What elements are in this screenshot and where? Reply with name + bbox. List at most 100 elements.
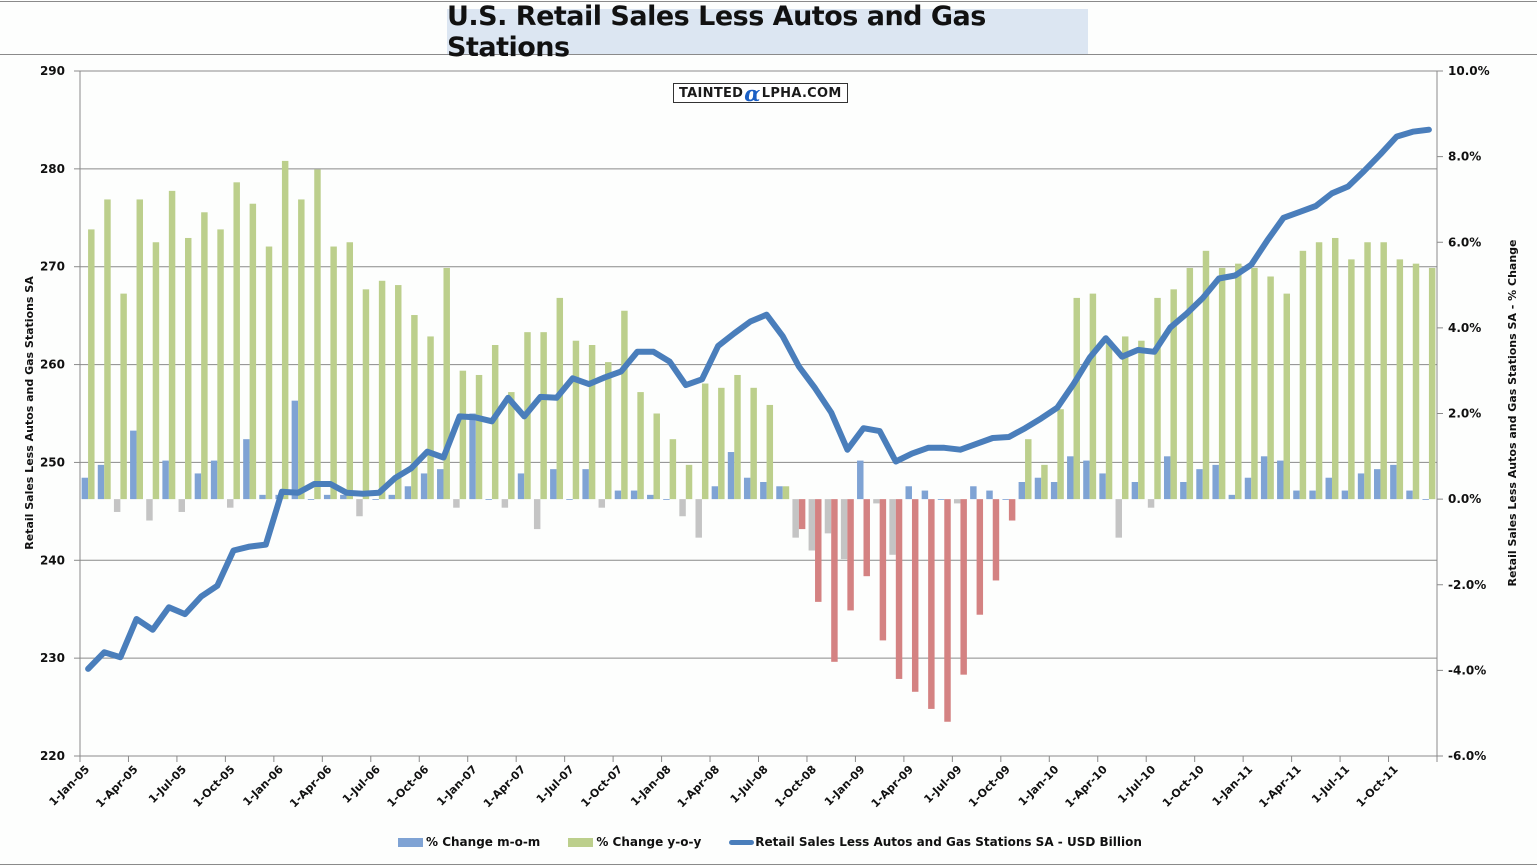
bar-mom xyxy=(743,477,751,500)
bar-mom xyxy=(243,439,250,500)
bar-yoy xyxy=(1025,439,1032,500)
bar-mom xyxy=(582,469,589,500)
x-tick-label: 1-Apr-09 xyxy=(869,763,916,810)
bar-mom xyxy=(130,430,137,500)
bar-yoy xyxy=(540,332,547,500)
bar-mom xyxy=(1180,482,1187,500)
bar-mom xyxy=(323,494,331,500)
legend-swatch-yoy xyxy=(568,837,594,847)
bar-yoy xyxy=(1428,267,1436,500)
y-left-tick-label: 290 xyxy=(40,64,65,78)
bar-yoy xyxy=(1283,293,1290,500)
bar-yoy xyxy=(960,499,967,675)
bar-mom xyxy=(1147,499,1155,508)
bar-mom xyxy=(388,494,396,500)
bar-mom xyxy=(1325,477,1332,500)
bar-yoy xyxy=(1138,340,1145,500)
y-right-tick-label: -4.0% xyxy=(1448,663,1486,677)
bar-mom xyxy=(905,486,912,500)
y-axis-left-title: Retail Sales Less Autos and Gas Stations… xyxy=(23,276,36,550)
bar-yoy xyxy=(718,387,725,500)
bar-mom xyxy=(630,490,638,500)
y-right-tick-label: -2.0% xyxy=(1448,578,1486,592)
frame-top-border xyxy=(0,1,1537,2)
x-tick-label: 1-Jan-09 xyxy=(822,763,868,809)
bar-mom xyxy=(437,469,444,500)
x-tick-label: 1-Jan-10 xyxy=(1016,763,1062,809)
bar-yoy xyxy=(314,169,321,500)
bar-yoy xyxy=(1089,293,1097,500)
y-left-tick-label: 230 xyxy=(40,651,65,665)
bar-yoy xyxy=(1041,464,1048,500)
bar-mom xyxy=(501,499,509,508)
bar-mom xyxy=(372,499,379,500)
bar-mom xyxy=(533,499,541,530)
bar-yoy xyxy=(1218,267,1226,500)
bar-mom xyxy=(1212,464,1219,500)
bar-yoy xyxy=(233,182,240,500)
y-left-tick-label: 280 xyxy=(40,162,65,176)
bar-mom xyxy=(453,499,460,508)
bar-mom xyxy=(404,486,412,500)
bar-mom xyxy=(517,473,525,500)
bar-yoy xyxy=(152,242,160,500)
bar-yoy xyxy=(831,499,838,662)
bar-mom xyxy=(566,499,573,500)
bar-mom xyxy=(873,499,880,504)
x-tick-label: 1-Oct-10 xyxy=(1160,763,1207,810)
bar-mom xyxy=(953,499,961,504)
bar-mom xyxy=(760,482,767,500)
bar-yoy xyxy=(588,345,596,500)
y-right-tick-label: 0.0% xyxy=(1448,492,1481,506)
bar-yoy xyxy=(685,464,693,500)
bar-yoy xyxy=(944,499,951,722)
x-tick-label: 1-Oct-09 xyxy=(966,763,1013,810)
bar-mom xyxy=(178,499,186,512)
bar-yoy xyxy=(362,289,370,500)
x-tick-label: 1-Jan-11 xyxy=(1210,763,1256,809)
bar-mom xyxy=(1406,490,1413,500)
x-tick-label: 1-Apr-11 xyxy=(1256,763,1303,810)
bar-mom xyxy=(840,499,848,560)
gridlines xyxy=(80,70,1437,659)
bar-yoy xyxy=(346,242,354,500)
bar-yoy xyxy=(1331,237,1339,500)
x-tick-label: 1-Jul-06 xyxy=(340,763,383,806)
bar-mom xyxy=(97,464,105,500)
bar-mom xyxy=(227,499,234,508)
bar-mom xyxy=(1228,494,1236,500)
bar-mom xyxy=(1050,482,1058,500)
bar-yoy xyxy=(1170,289,1177,500)
bar-mom xyxy=(1373,469,1381,500)
bar-yoy xyxy=(491,345,499,500)
bar-mom xyxy=(1115,499,1122,538)
x-tick-label: 1-Jul-08 xyxy=(728,763,771,806)
bar-mom xyxy=(614,490,622,500)
bar-yoy xyxy=(88,229,95,500)
frame-bottom-border xyxy=(0,864,1537,865)
x-tick-label: 1-Jan-05 xyxy=(47,763,93,809)
bar-mom xyxy=(1067,456,1074,500)
bar-yoy xyxy=(976,499,984,615)
bar-mom xyxy=(808,499,816,551)
y-axis-right-title: Retail Sales Less Autos and Gas Stations… xyxy=(1506,239,1519,586)
y-left-tick-label: 240 xyxy=(40,553,65,567)
bar-yoy xyxy=(734,374,741,500)
axes xyxy=(74,70,1443,762)
bar-yoy xyxy=(1202,250,1210,500)
bar-mom xyxy=(146,499,153,521)
bar-yoy xyxy=(895,499,903,679)
logo-text-tainted: TAINTED xyxy=(679,85,744,101)
y-right-tick-label: 10.0% xyxy=(1448,64,1490,78)
bar-yoy xyxy=(1186,267,1194,500)
bar-yoy xyxy=(136,199,144,500)
bar-yoy xyxy=(798,499,806,530)
bar-yoy xyxy=(265,246,273,500)
bar-yoy xyxy=(879,499,887,641)
bar-mom xyxy=(1309,490,1316,500)
bar-yoy xyxy=(217,229,224,500)
bar-mom xyxy=(1034,477,1042,500)
bar-yoy xyxy=(1348,259,1355,500)
bar-mom xyxy=(1390,464,1397,500)
